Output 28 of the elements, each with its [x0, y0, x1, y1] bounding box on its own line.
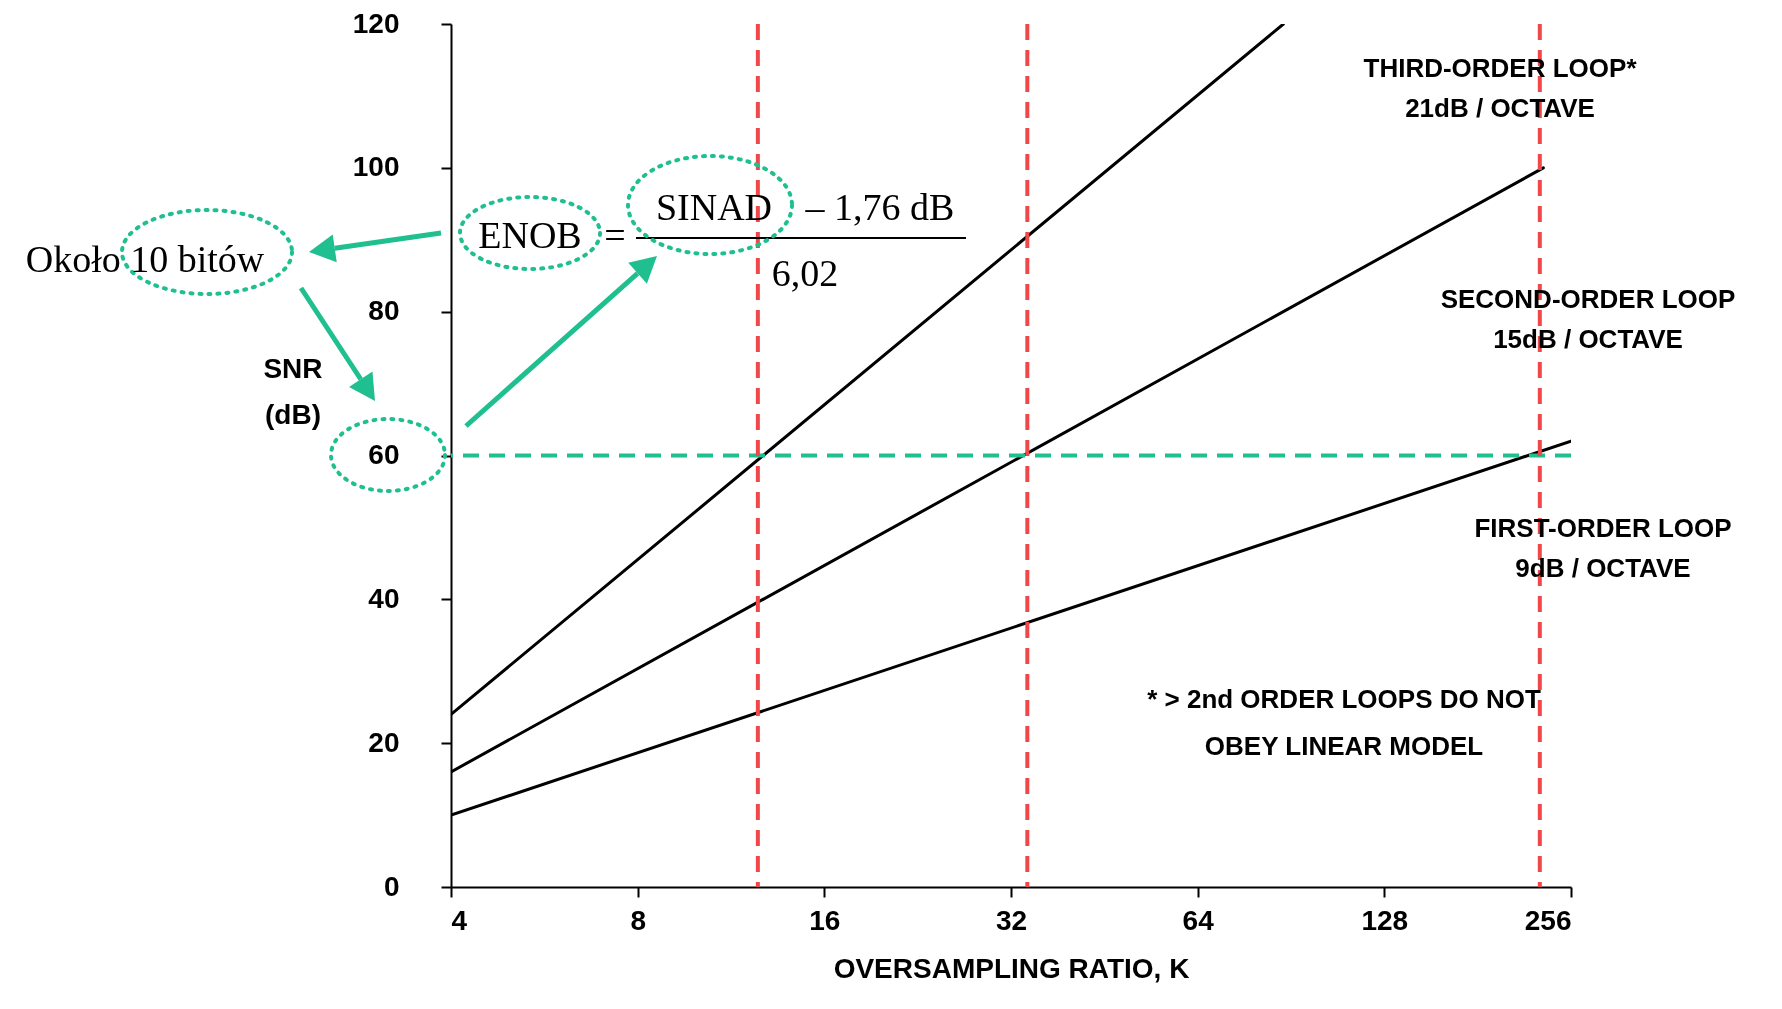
- y-tick-label: 20: [368, 726, 400, 758]
- x-tick-label: 64: [1182, 904, 1215, 936]
- y-tick-label: 0: [383, 870, 400, 902]
- annotation: ENOB: [478, 213, 582, 257]
- y-tick-label: 60: [368, 439, 400, 470]
- x-tick-label: 4: [451, 904, 468, 936]
- annotation: THIRD-ORDER LOOP*: [1363, 52, 1637, 84]
- annotation: * > 2nd ORDER LOOPS DO NOT: [1147, 683, 1541, 715]
- annotation: SECOND-ORDER LOOP: [1440, 283, 1736, 315]
- annotation: OBEY LINEAR MODEL: [1204, 730, 1484, 762]
- y-tick-label: 120: [352, 7, 400, 39]
- y-tick-label: 40: [368, 582, 400, 614]
- x-tick-label: 128: [1361, 904, 1409, 936]
- annotation: 6,02: [771, 251, 839, 295]
- annotation: 9dB / OCTAVE: [1515, 552, 1691, 584]
- x-tick-label: 32: [995, 904, 1028, 936]
- annotation: SINAD: [655, 185, 773, 229]
- text: Około 10 bitów: [25, 237, 265, 281]
- y-axis-title: SNR (dB): [262, 352, 324, 432]
- y-tick-label: 80: [368, 295, 400, 327]
- x-tick-label: 8: [630, 904, 646, 936]
- annotation: – 1,76 dB: [805, 185, 955, 229]
- annotation: 15dB / OCTAVE: [1493, 323, 1683, 355]
- x-axis-title: OVERSAMPLING RATIO, K: [833, 952, 1190, 984]
- y-tick-label: 100: [352, 151, 400, 183]
- x-tick-label: 256: [1524, 904, 1572, 936]
- annotation: =: [604, 213, 626, 257]
- x-tick-label: 16: [809, 904, 841, 936]
